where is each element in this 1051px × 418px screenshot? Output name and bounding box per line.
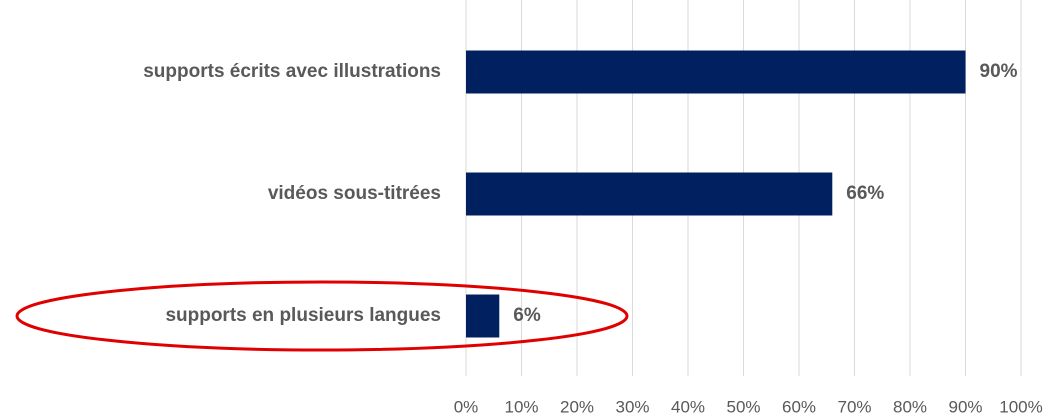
y-tick-label: vidéos sous-titrées [268, 183, 441, 204]
x-tick-label: 10% [504, 397, 538, 416]
x-tick-label: 80% [893, 397, 927, 416]
data-label: 66% [846, 183, 884, 204]
x-tick-label: 30% [615, 397, 649, 416]
bar [466, 50, 966, 94]
x-tick-label: 40% [671, 397, 705, 416]
x-tick-label: 90% [948, 397, 982, 416]
x-tick-label: 0% [454, 397, 479, 416]
bar [466, 294, 500, 338]
y-tick-label: supports en plusieurs langues [165, 305, 441, 326]
x-tick-label: 20% [560, 397, 594, 416]
y-tick-label: supports écrits avec illustrations [143, 61, 441, 82]
x-tick-label: 60% [782, 397, 816, 416]
x-tick-label: 70% [837, 397, 871, 416]
bar [466, 172, 833, 216]
data-label: 6% [513, 305, 541, 326]
x-tick-label: 100% [999, 397, 1042, 416]
data-label: 90% [980, 61, 1018, 82]
x-tick-label: 50% [726, 397, 760, 416]
highlight-ellipse [15, 280, 629, 352]
